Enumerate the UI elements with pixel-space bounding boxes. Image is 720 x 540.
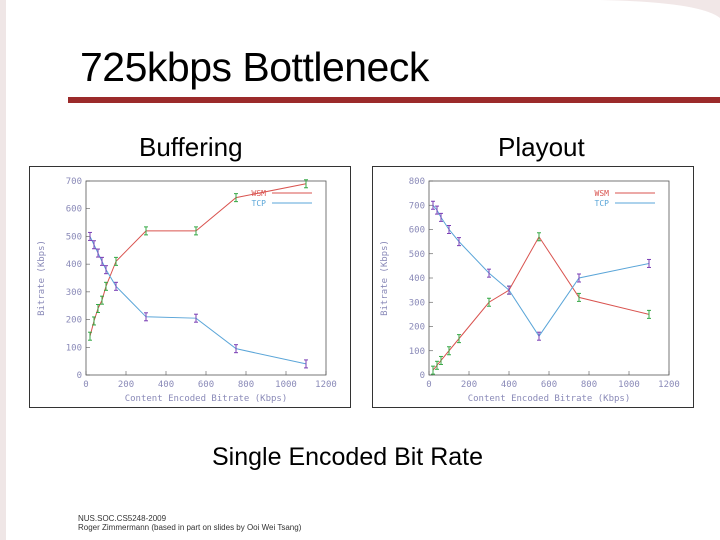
top-decoration bbox=[0, 0, 720, 18]
series-line-wsm bbox=[432, 235, 650, 371]
left-accent-bar bbox=[0, 0, 6, 540]
x-tick-label: 0 bbox=[426, 380, 431, 390]
title-underline bbox=[68, 97, 720, 103]
y-tick-label: 800 bbox=[409, 177, 425, 187]
buffering-chart: 0 100 200 300 400 500 600 700 0 200 400 600 800 1000 1… bbox=[37, 177, 337, 404]
x-tick-label: 400 bbox=[501, 380, 517, 390]
x-axis-label: Content Encoded Bitrate (Kbps) bbox=[125, 394, 288, 404]
subtitle-buffering: Buffering bbox=[139, 132, 243, 162]
footer-course: NUS.SOC.CS5248-2009 bbox=[78, 514, 167, 523]
x-tick-label: 1000 bbox=[275, 380, 297, 390]
y-tick-label: 300 bbox=[409, 298, 425, 308]
y-tick-label: 0 bbox=[77, 371, 82, 381]
y-tick-label: 100 bbox=[66, 343, 82, 353]
x-tick-label: 800 bbox=[581, 380, 597, 390]
plot-frame bbox=[85, 180, 327, 376]
y-tick-label: 400 bbox=[66, 260, 82, 270]
x-tick-label: 1000 bbox=[618, 380, 640, 390]
x-tick-label: 800 bbox=[238, 380, 254, 390]
x-tick-label: 1200 bbox=[315, 380, 337, 390]
y-axis-label: Bitrate (Kbps) bbox=[37, 240, 47, 316]
legend-label-tcp: TCP bbox=[252, 199, 267, 208]
x-tick-label: 600 bbox=[541, 380, 557, 390]
series-line-tcp bbox=[432, 204, 650, 338]
slide-title: 725kbps Bottleneck bbox=[80, 44, 429, 90]
y-tick-label: 700 bbox=[409, 201, 425, 211]
y-tick-label: 100 bbox=[409, 347, 425, 357]
slide-footer: NUS.SOC.CS5248-2009 Roger Zimmermann (ba… bbox=[78, 514, 301, 532]
buffering-chart-panel: 0 100 200 300 400 500 600 700 0 200 400 600 800 1000 1… bbox=[29, 166, 351, 408]
y-tick-label: 400 bbox=[409, 274, 425, 284]
x-tick-label: 0 bbox=[83, 380, 88, 390]
y-tick-label: 200 bbox=[409, 323, 425, 333]
y-tick-label: 700 bbox=[66, 177, 82, 187]
x-axis-label: Content Encoded Bitrate (Kbps) bbox=[468, 394, 631, 404]
chart-caption: Single Encoded Bit Rate bbox=[212, 443, 484, 471]
subtitle-playout: Playout bbox=[498, 132, 585, 162]
y-axis-label: Bitrate (Kbps) bbox=[380, 240, 390, 316]
legend-label-wsm: WSM bbox=[595, 189, 610, 198]
series-line-wsm bbox=[89, 183, 307, 337]
playout-chart: 0 100 200 300 400 500 600 700 800 0 200 400 600 800 10… bbox=[380, 177, 680, 404]
x-tick-label: 200 bbox=[461, 380, 477, 390]
x-tick-label: 400 bbox=[158, 380, 174, 390]
y-tick-label: 600 bbox=[66, 205, 82, 215]
x-tick-label: 600 bbox=[198, 380, 214, 390]
y-tick-label: 300 bbox=[66, 288, 82, 298]
y-tick-label: 500 bbox=[409, 250, 425, 260]
legend-label-tcp: TCP bbox=[595, 199, 610, 208]
plot-frame bbox=[428, 180, 670, 376]
footer-credit: Roger Zimmermann (based in part on slide… bbox=[78, 523, 302, 532]
y-tick-label: 0 bbox=[420, 371, 425, 381]
x-tick-label: 1200 bbox=[658, 380, 680, 390]
y-tick-label: 600 bbox=[409, 226, 425, 236]
y-tick-label: 200 bbox=[66, 316, 82, 326]
legend-label-wsm: WSM bbox=[252, 189, 267, 198]
x-tick-label: 200 bbox=[118, 380, 134, 390]
y-tick-label: 500 bbox=[66, 232, 82, 242]
playout-chart-panel: 0 100 200 300 400 500 600 700 800 0 200 400 600 800 10… bbox=[372, 166, 694, 408]
